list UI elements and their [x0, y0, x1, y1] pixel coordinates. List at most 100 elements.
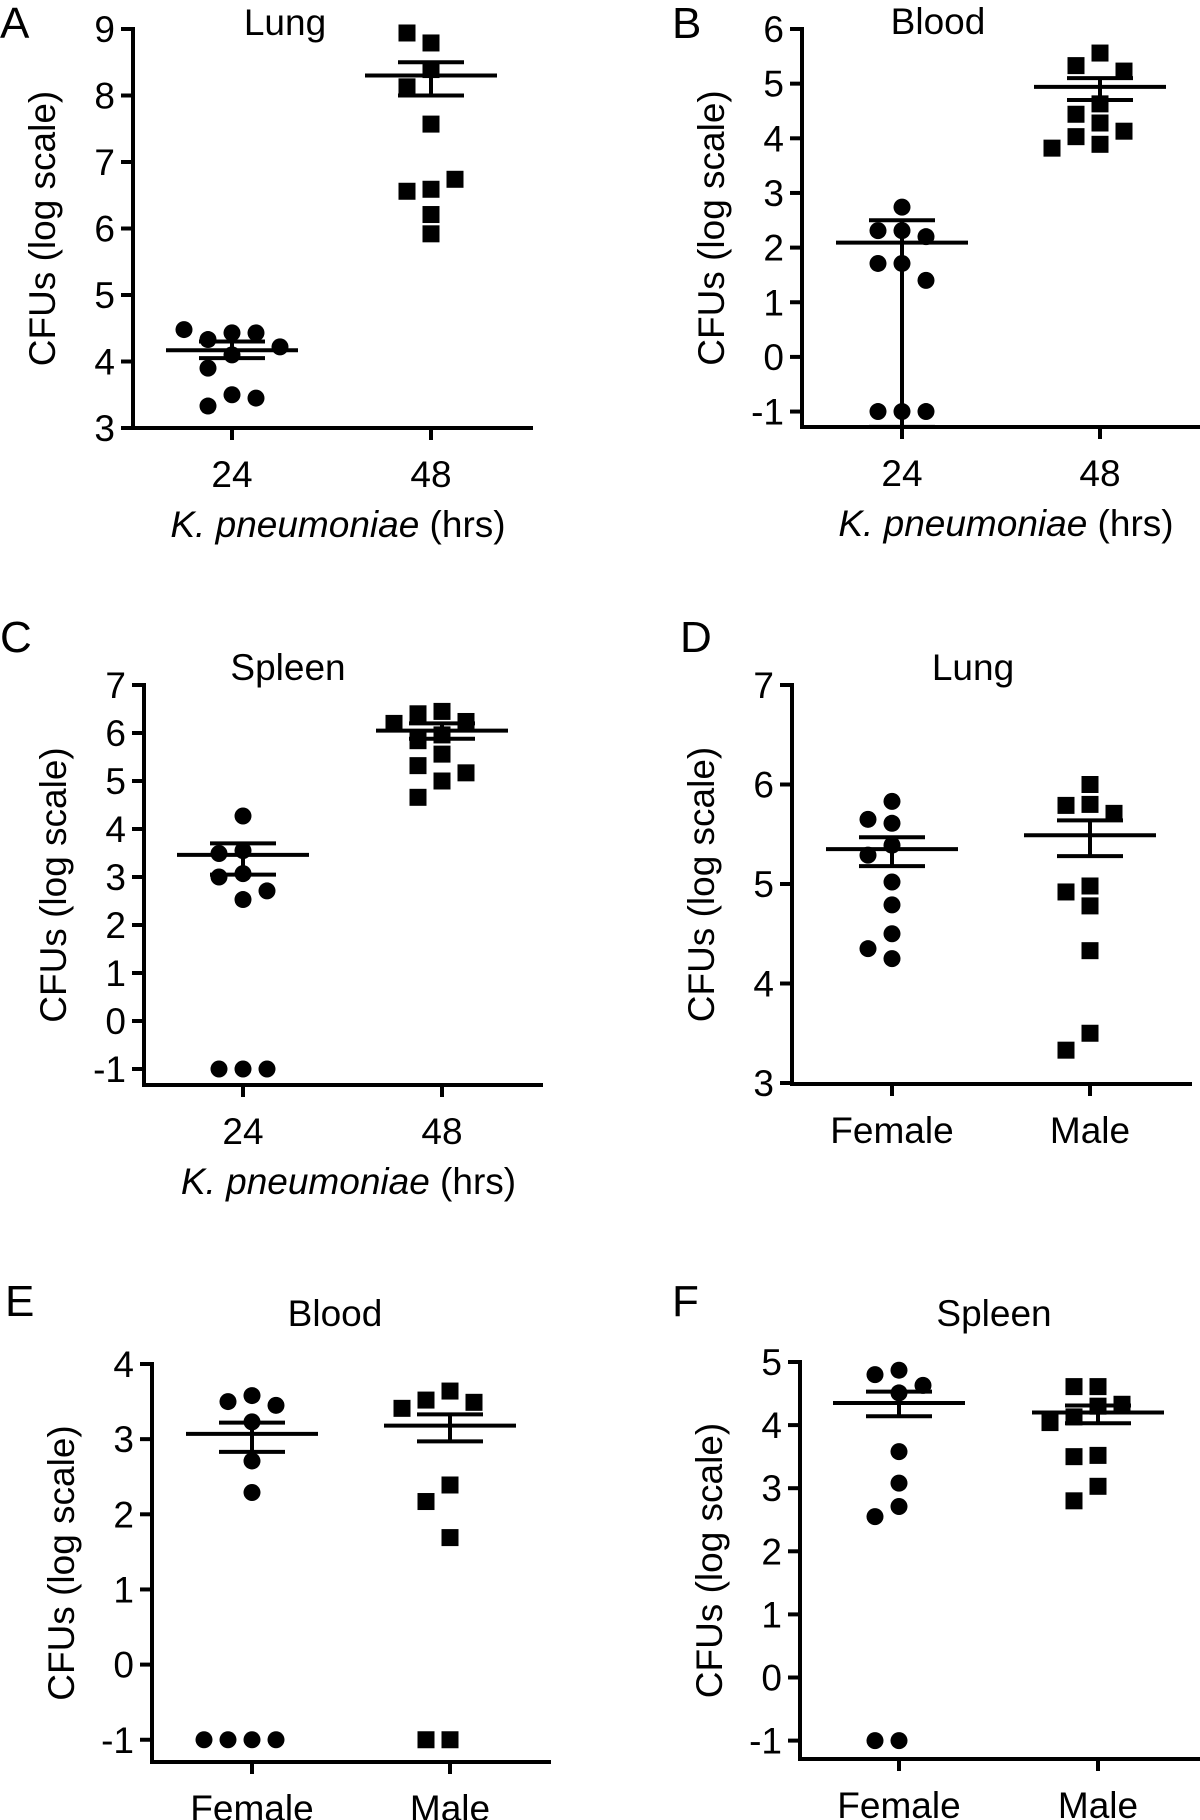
panel-e: E Blood -1 0 1 2 3 4 Female Male CFUs (log scale): [5, 1277, 551, 1820]
panel-c: C Spleen -1 0 1 2 3 4 5 6 7 24 48 CFUs (log scale) K. …: [0, 613, 543, 1202]
y-axis-label: CFUs (log scale): [33, 747, 74, 1023]
y-tick-label: 3: [105, 857, 126, 898]
data-point: [243, 1387, 261, 1405]
x-axis-label-italic: K. pneumoniae: [838, 503, 1087, 544]
y-tick-label: 5: [105, 761, 126, 802]
data-point: [446, 170, 464, 188]
data-point: [866, 1366, 884, 1384]
data-point: [859, 810, 877, 828]
y-tick-label: 3: [763, 173, 784, 214]
data-point: [1043, 139, 1061, 157]
y-tick-label: 3: [761, 1468, 782, 1509]
data-point: [1081, 776, 1099, 793]
y-tick-label: 4: [105, 809, 126, 850]
data-point: [271, 338, 289, 356]
data-point: [223, 324, 241, 342]
data-point: [422, 34, 440, 52]
data-point: [433, 772, 451, 790]
data-point: [267, 1731, 285, 1749]
x-tick-label: 48: [421, 1111, 462, 1152]
y-tick-label: 2: [761, 1531, 782, 1572]
series-24: [177, 807, 309, 1078]
panel-d: D Lung 3 4 5 6 7 Female Male CFUs (log scale): [680, 613, 1192, 1151]
panel-a: A Lung 3 4 5 6 7 8 9 24 48 CFUs (log scale) K. pneum…: [0, 0, 533, 545]
series-male: [1024, 776, 1156, 1059]
x-tick-label: 48: [1079, 453, 1120, 494]
panel-title: Lung: [932, 647, 1014, 688]
y-axis-label: CFUs (log scale): [22, 91, 63, 367]
y-tick-label: 6: [94, 209, 115, 250]
x-tick-label: 24: [222, 1111, 263, 1152]
y-tick-label: 3: [753, 1063, 774, 1104]
x-axis-label-italic: K. pneumoniae: [181, 1161, 430, 1202]
data-point: [883, 792, 901, 810]
data-point: [1065, 1492, 1083, 1510]
y-tick-label: 3: [113, 1419, 134, 1460]
data-point: [393, 1399, 411, 1417]
data-point: [1115, 122, 1133, 140]
y-tick-label: 5: [763, 64, 784, 105]
data-point: [1081, 795, 1099, 813]
data-point: [1089, 1446, 1107, 1464]
data-point: [890, 1474, 908, 1492]
data-point: [417, 1493, 435, 1511]
data-point: [869, 222, 887, 240]
data-point: [223, 386, 241, 404]
data-point: [243, 1484, 261, 1502]
data-point: [417, 1391, 435, 1409]
data-point: [457, 764, 475, 782]
data-point: [465, 1393, 483, 1411]
y-tick-label: -1: [101, 1720, 134, 1761]
panel-f: F Spleen -1 0 1 2 3 4 5 Female Male CFUs (log scale…: [672, 1277, 1200, 1820]
series-female: [186, 1387, 318, 1749]
y-tick-label: 0: [105, 1001, 126, 1042]
data-point: [1041, 1414, 1059, 1432]
data-point: [883, 814, 901, 832]
x-axis-label-plain: (hrs): [419, 504, 505, 545]
series-48: [365, 24, 497, 243]
x-tick-label: Male: [410, 1788, 490, 1820]
data-point: [398, 182, 416, 200]
data-point: [917, 271, 935, 289]
data-point: [1057, 1041, 1075, 1059]
data-point: [1081, 897, 1099, 915]
y-tick-label: 0: [761, 1658, 782, 1699]
data-point: [195, 1731, 213, 1749]
data-point: [866, 1732, 884, 1750]
x-tick-label: Female: [830, 1110, 953, 1151]
data-point: [1105, 804, 1123, 822]
data-point: [258, 1060, 276, 1078]
data-point: [409, 757, 427, 775]
data-point: [409, 788, 427, 806]
data-point: [1065, 1448, 1083, 1466]
y-tick-label: 4: [94, 342, 115, 383]
y-tick-label: -1: [751, 392, 784, 433]
y-tick-label: 1: [761, 1594, 782, 1635]
x-axis-label: K. pneumoniae (hrs): [181, 1161, 516, 1202]
data-point: [1065, 1378, 1083, 1396]
series-female: [826, 792, 958, 968]
data-point: [883, 950, 901, 968]
data-point: [1081, 942, 1099, 960]
data-point: [869, 403, 887, 421]
panel-label: B: [672, 0, 701, 48]
x-axis-label-plain: (hrs): [1087, 503, 1173, 544]
data-point: [917, 403, 935, 421]
data-point: [199, 397, 217, 415]
y-tick-label: 2: [113, 1494, 134, 1535]
data-point: [1081, 1024, 1099, 1042]
y-tick-label: 0: [113, 1645, 134, 1686]
data-point: [883, 873, 901, 891]
data-point: [1081, 877, 1099, 895]
data-point: [441, 1476, 459, 1494]
data-point: [243, 1452, 261, 1470]
y-tick-label: 2: [763, 228, 784, 269]
y-tick-label: 1: [105, 953, 126, 994]
x-tick-label: Female: [837, 1785, 960, 1820]
data-point: [890, 1443, 908, 1461]
data-point: [210, 868, 228, 886]
y-tick-label: 6: [753, 765, 774, 806]
data-point: [1091, 135, 1109, 153]
y-axis-label: CFUs (log scale): [691, 90, 732, 366]
x-axis-label-plain: (hrs): [430, 1161, 516, 1202]
